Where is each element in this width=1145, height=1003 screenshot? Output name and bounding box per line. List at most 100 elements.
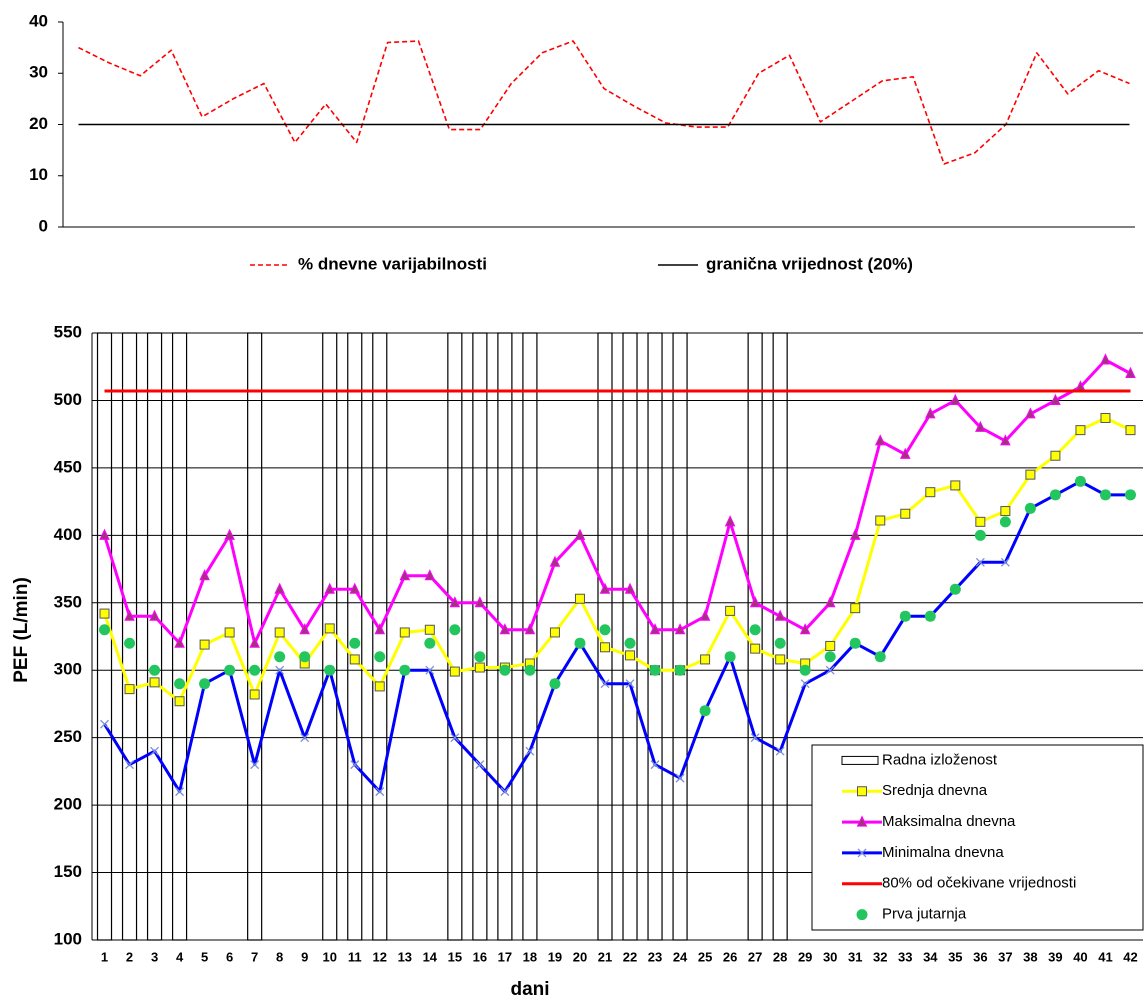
exposure-bar (647, 332, 663, 941)
legend-label: 80% od očekivane vrijednosti (882, 875, 1076, 892)
x-tick-label: 23 (648, 949, 662, 964)
legend-label: granična vrijednost (20%) (706, 254, 913, 273)
scatter-point (649, 664, 661, 676)
scatter-point (399, 664, 411, 676)
series-marker (125, 760, 134, 770)
scatter-point (624, 637, 636, 649)
series-marker (950, 480, 961, 491)
scatter-point (799, 664, 811, 676)
y-tick-label: 550 (54, 322, 82, 341)
series-marker (149, 609, 160, 621)
x-tick-label: 34 (923, 949, 938, 964)
y-tick-label: 10 (29, 165, 48, 184)
legend-label: Srednja dnevna (882, 782, 988, 799)
series-marker (775, 654, 786, 665)
scatter-point (1074, 475, 1086, 487)
y-tick-label: 20 (29, 114, 48, 133)
y-tick-label: 200 (54, 795, 82, 814)
scatter-point (724, 651, 736, 663)
series-marker (474, 662, 485, 673)
series-marker (875, 515, 886, 526)
exposure-bar (497, 332, 513, 941)
series-marker (149, 677, 160, 688)
scatter-point (324, 664, 336, 676)
scatter-point (124, 637, 136, 649)
series-marker (925, 407, 936, 419)
series-marker (549, 627, 560, 638)
x-tick-label: 16 (473, 949, 487, 964)
series-marker (150, 746, 160, 756)
x-tick-label: 22 (623, 949, 637, 964)
series-marker (925, 487, 936, 498)
scatter-point (1124, 489, 1136, 501)
series-marker (599, 642, 610, 653)
x-tick-label: 40 (1073, 949, 1087, 964)
y-tick-label: 0 (39, 216, 48, 235)
series-marker (899, 447, 911, 459)
x-tick-label: 9 (301, 949, 308, 964)
series-marker (1000, 434, 1011, 446)
y-tick-label: 450 (54, 457, 82, 476)
series-marker (474, 596, 486, 608)
scatter-point (574, 637, 586, 649)
series-marker (674, 623, 686, 635)
scatter-point (599, 624, 611, 636)
scatter-point (299, 651, 311, 663)
series-marker (424, 624, 435, 635)
x-tick-label: 14 (423, 949, 438, 964)
series-marker (100, 719, 109, 729)
y-tick-label: 100 (54, 929, 82, 948)
series-marker (1100, 412, 1111, 423)
scatter-point (524, 664, 536, 676)
scatter-point (149, 664, 161, 676)
series-marker (900, 508, 911, 519)
legend-marker (856, 815, 868, 827)
x-tick-label: 7 (251, 949, 258, 964)
series-marker (625, 679, 635, 689)
series-marker (350, 760, 360, 770)
series-marker (250, 760, 260, 770)
exposure-bar (522, 332, 538, 941)
series-marker (1050, 393, 1061, 405)
x-tick-label: 19 (548, 949, 562, 964)
x-tick-label: 13 (398, 949, 412, 964)
series-marker (324, 623, 335, 634)
x-tick-label: 8 (276, 949, 283, 964)
scatter-point (274, 651, 286, 663)
series-line (78, 40, 1130, 165)
series-marker (775, 746, 785, 756)
series-marker (324, 582, 336, 594)
y-tick-label: 300 (54, 660, 82, 679)
x-axis-label: dani (510, 979, 549, 1000)
series-marker (975, 420, 986, 432)
x-tick-label: 17 (498, 949, 512, 964)
series-marker (174, 636, 185, 648)
scatter-point (849, 637, 861, 649)
series-marker (349, 654, 360, 665)
scatter-point (99, 624, 111, 636)
x-tick-label: 3 (151, 949, 158, 964)
x-tick-label: 4 (176, 949, 184, 964)
x-tick-label: 27 (748, 949, 762, 964)
series-marker (749, 596, 761, 608)
series-marker (724, 515, 736, 527)
scatter-point (924, 610, 936, 622)
series-marker (475, 760, 485, 770)
series-line (103, 416, 1132, 703)
scatter-point (749, 624, 761, 636)
x-tick-label: 5 (201, 949, 208, 964)
x-tick-label: 38 (1023, 949, 1037, 964)
y-axis-label: PEF (L/min) (11, 577, 32, 683)
y-tick-label: 500 (54, 390, 82, 409)
series-marker (1025, 469, 1036, 480)
series-marker (374, 623, 386, 635)
series-marker (750, 733, 760, 743)
series-marker (1125, 366, 1136, 378)
series-marker (1025, 407, 1036, 419)
x-tick-label: 37 (998, 949, 1012, 964)
scatter-point (374, 651, 386, 663)
scatter-point (999, 516, 1011, 528)
series-marker (425, 665, 435, 675)
x-tick-label: 26 (723, 949, 737, 964)
